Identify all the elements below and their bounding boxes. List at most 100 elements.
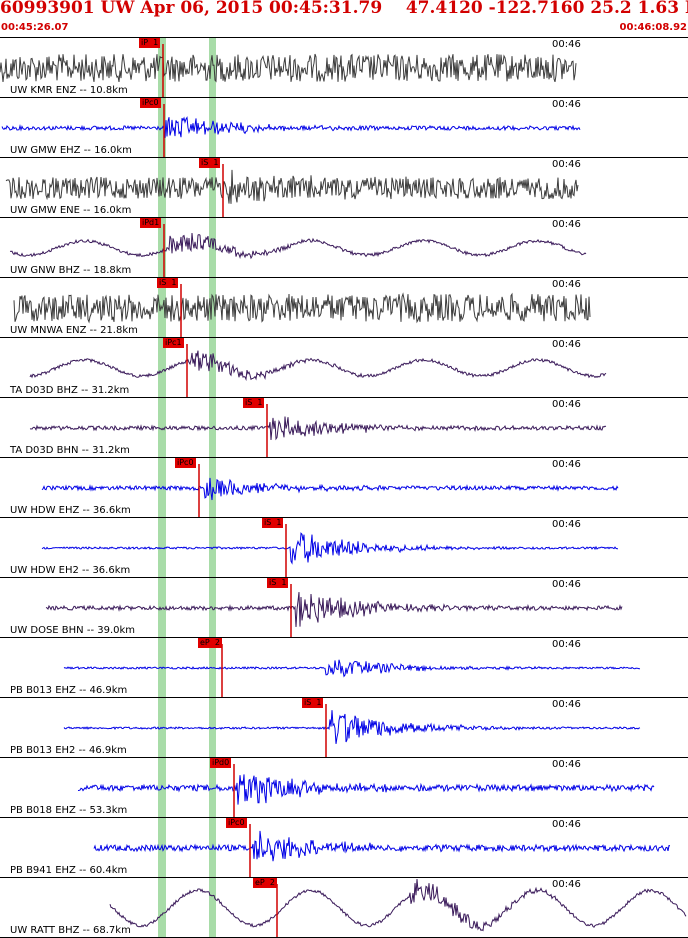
waveform-plot: [13, 284, 591, 338]
waveform-trace: [29, 416, 607, 441]
waveform-plot: [41, 464, 619, 518]
phase-pick-flag[interactable]: iS 1: [243, 398, 265, 408]
panel-divider: [0, 577, 688, 578]
phase-pick-flag[interactable]: iPc0: [175, 458, 196, 468]
trace-panel: iPc0 00:46 PB B941 EHZ -- 60.4km: [0, 818, 688, 878]
waveform-trace: [63, 659, 641, 678]
waveform-trace: [41, 532, 618, 565]
waveform-plot: [29, 404, 607, 458]
time-tick-label: 00:46: [552, 99, 581, 110]
panel-divider: [0, 97, 688, 98]
waveform-trace: [93, 830, 671, 862]
window-start-time: 00:45:26.07: [1, 22, 69, 33]
time-tick-label: 00:46: [552, 579, 581, 590]
phase-pick-flag[interactable]: eP 2: [198, 638, 222, 648]
waveform-trace: [45, 592, 623, 628]
waveform-trace: [0, 53, 577, 83]
phase-pick-flag[interactable]: iS 1: [302, 698, 324, 708]
time-tick-label: 00:46: [552, 519, 581, 530]
phase-pick-flag[interactable]: iPd1: [140, 218, 162, 228]
trace-panel: iPd0 00:46 PB B018 EHZ -- 53.3km: [0, 758, 688, 818]
phase-pick-flag[interactable]: iPc1: [163, 338, 184, 348]
phase-pick-flag[interactable]: iS 1: [157, 278, 179, 288]
panel-divider: [0, 517, 688, 518]
waveform-plot: [5, 164, 579, 218]
panel-divider: [0, 817, 688, 818]
event-header: 60993901 UW Apr 06, 2015 00:45:31.79 47.…: [0, 0, 688, 18]
station-label: UW GNW BHZ -- 18.8km: [10, 265, 132, 276]
waveform-trace: [109, 878, 687, 932]
waveform-trace: [77, 774, 655, 805]
panel-divider: [0, 397, 688, 398]
time-tick-label: 00:46: [552, 819, 581, 830]
waveform-plot: [109, 878, 687, 938]
time-tick-label: 00:46: [552, 339, 581, 350]
trace-panel: iS 1 00:46 PB B013 EH2 -- 46.9km: [0, 698, 688, 758]
station-label: PB B941 EHZ -- 60.4km: [10, 865, 128, 876]
window-end-time: 00:46:08.92: [619, 22, 687, 33]
time-tick-label: 00:46: [552, 879, 581, 890]
waveform-trace: [63, 710, 641, 744]
phase-pick-flag[interactable]: iS 1: [267, 578, 289, 588]
panel-divider: [0, 337, 688, 338]
station-label: UW RATT BHZ -- 68.7km: [10, 925, 131, 936]
waveform-plot: [63, 704, 641, 758]
waveform-plot: [9, 224, 587, 278]
waveform-plot: [93, 824, 671, 878]
waveform-trace: [9, 232, 587, 260]
waveform-plot: [1, 104, 581, 158]
station-label: UW GMW ENE -- 16.0km: [10, 205, 132, 216]
panel-divider: [0, 457, 688, 458]
phase-pick-flag[interactable]: eP 2: [253, 878, 277, 888]
panel-divider: [0, 637, 688, 638]
trace-panel: iS 1 00:46 TA D03D BHN -- 31.2km: [0, 398, 688, 458]
trace-panel: iS 1 00:46 UW DOSE BHN -- 39.0km: [0, 578, 688, 638]
waveform-plot: [77, 764, 655, 818]
waveform-plot: [29, 344, 607, 398]
station-label: PB B013 EH2 -- 46.9km: [10, 745, 127, 756]
waveform-trace: [13, 292, 591, 324]
trace-panel: eP 2 00:46 UW RATT BHZ -- 68.7km: [0, 878, 688, 938]
trace-panel: iP 1 00:46 UW KMR ENZ -- 10.8km: [0, 38, 688, 98]
panel-divider: [0, 877, 688, 878]
trace-panel: iS 1 00:46 UW GMW ENE -- 16.0km: [0, 158, 688, 218]
header-divider: [0, 37, 688, 38]
station-label: TA D03D BHN -- 31.2km: [10, 445, 130, 456]
time-tick-label: 00:46: [552, 219, 581, 230]
panel-divider: [0, 277, 688, 278]
time-tick-label: 00:46: [552, 639, 581, 650]
phase-pick-flag[interactable]: iPc0: [226, 818, 247, 828]
station-label: PB B013 EHZ -- 46.9km: [10, 685, 128, 696]
station-label: UW KMR ENZ -- 10.8km: [10, 85, 128, 96]
panel-divider: [0, 697, 688, 698]
station-label: UW GMW EHZ -- 16.0km: [10, 145, 132, 156]
phase-pick-flag[interactable]: iS 1: [199, 158, 221, 168]
time-tick-label: 00:46: [552, 39, 581, 50]
station-label: UW DOSE BHN -- 39.0km: [10, 625, 136, 636]
trace-panel: iPc0 00:46 UW GMW EHZ -- 16.0km: [0, 98, 688, 158]
time-tick-label: 00:46: [552, 399, 581, 410]
phase-pick-flag[interactable]: iPc0: [140, 98, 161, 108]
time-tick-label: 00:46: [552, 159, 581, 170]
trace-panel: iPc1 00:46 TA D03D BHZ -- 31.2km: [0, 338, 688, 398]
phase-pick-flag[interactable]: iP 1: [139, 38, 161, 48]
time-tick-label: 00:46: [552, 699, 581, 710]
waveform-plot: [63, 644, 641, 698]
trace-panel: eP 2 00:46 PB B013 EHZ -- 46.9km: [0, 638, 688, 698]
waveform-plot: [0, 44, 577, 98]
time-tick-label: 00:46: [552, 759, 581, 770]
trace-panel: iPd1 00:46 UW GNW BHZ -- 18.8km: [0, 218, 688, 278]
waveform-plot: [45, 584, 623, 638]
panel-divider: [0, 157, 688, 158]
waveform-trace: [29, 350, 607, 382]
waveform-trace: [5, 169, 579, 204]
phase-pick-flag[interactable]: iS 1: [262, 518, 284, 528]
phase-pick-flag[interactable]: iPd0: [210, 758, 232, 768]
station-label: UW HDW EH2 -- 36.6km: [10, 565, 131, 576]
waveform-trace: [1, 116, 581, 138]
station-label: PB B018 EHZ -- 53.3km: [10, 805, 128, 816]
panel-divider: [0, 217, 688, 218]
trace-panel: iPc0 00:46 UW HDW EHZ -- 36.6km: [0, 458, 688, 518]
station-label: UW MNWA ENZ -- 21.8km: [10, 325, 138, 336]
